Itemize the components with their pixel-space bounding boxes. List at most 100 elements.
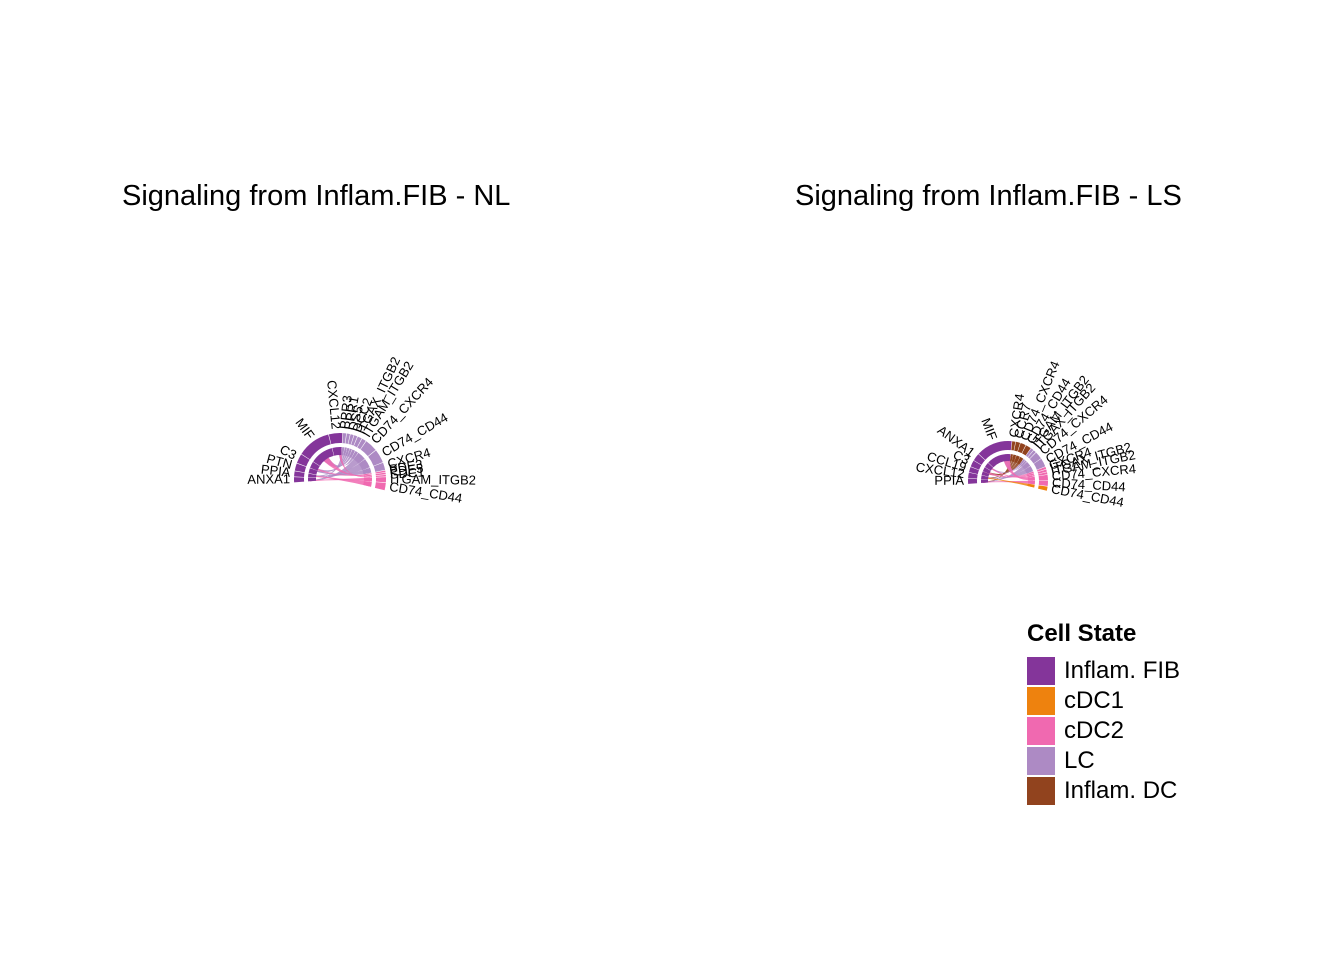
receptor-outer-sector [1037, 466, 1047, 472]
ligand-label: ANXA1 [247, 471, 290, 487]
receptor-inner-sector [363, 474, 372, 477]
receptor-label: PDE5 [389, 460, 425, 479]
ligand-inner-sector [981, 471, 990, 477]
ligand-inner-sector [988, 454, 1011, 468]
receptor-label: PDE3 [388, 456, 424, 477]
legend-item: LC [1027, 746, 1180, 776]
receptor-outer-sector [375, 474, 386, 478]
ligand-outer-sector [973, 454, 986, 465]
ligand-inner-sector [984, 462, 994, 471]
ligand-outer-sector [294, 477, 305, 483]
receptor-inner-sector [1010, 454, 1013, 462]
legend-label: cDC1 [1064, 687, 1125, 714]
ligand-label: PPIA [260, 462, 291, 480]
ligand-label: MIF [978, 416, 1000, 442]
receptor-outer-sector [342, 433, 347, 444]
receptor-outer-sector [357, 438, 366, 450]
ligand-inner-sector [332, 447, 342, 456]
legend-label: cDC2 [1064, 717, 1125, 744]
legend-item: Inflam. FIB [1027, 656, 1180, 686]
chord-link [984, 472, 1032, 478]
ligand-label: MIF [292, 415, 317, 442]
receptor-inner-sector [351, 450, 358, 460]
legend-swatch [1027, 717, 1055, 745]
ligand-outer-sector [294, 471, 305, 478]
receptor-outer-sector [1038, 474, 1048, 481]
receptor-outer-sector [1038, 480, 1048, 487]
panel-title-ls: Signaling from Inflam.FIB - LS [795, 180, 1182, 212]
receptor-label: DS5 [345, 404, 366, 432]
receptor-outer-sector [1029, 452, 1041, 464]
legend-title: Cell State [1027, 620, 1137, 647]
receptor-inner-sector [362, 467, 372, 475]
legend-swatch [1027, 747, 1055, 775]
receptor-label: CXCR4 [1006, 393, 1027, 439]
receptor-outer-sector [1038, 485, 1048, 491]
ligand-inner-sector [313, 448, 334, 466]
receptor-label: CD74_CD44 [1052, 475, 1126, 494]
ligand-outer-sector [294, 463, 307, 473]
ligand-label: CXCL12 [324, 379, 344, 429]
receptor-inner-sector [358, 459, 370, 471]
ligand-outer-sector [978, 441, 1012, 460]
receptor-outer-sector [1022, 445, 1031, 456]
receptor-label: PPR3 [337, 395, 355, 430]
ligand-outer-sector [968, 466, 979, 475]
ligand-inner-sector [308, 473, 317, 478]
ligand-inner-sector [981, 475, 989, 480]
panel-title-nl: Signaling from Inflam.FIB - NL [122, 180, 511, 212]
receptor-outer-sector [368, 450, 383, 466]
receptor-inner-sector [363, 476, 372, 478]
receptor-outer-sector [1038, 472, 1048, 476]
receptor-outer-sector [375, 472, 386, 476]
receptor-outer-sector [1011, 441, 1016, 451]
receptor-outer-sector [375, 477, 386, 483]
receptor-inner-sector [1027, 473, 1035, 477]
receptor-inner-sector [1027, 480, 1035, 485]
legend-label: LC [1064, 747, 1095, 774]
legend: Cell State Inflam. FIB cDC1 cDC2 LC Infl… [1027, 620, 1180, 806]
ligand-outer-sector [968, 478, 978, 484]
ligand-label: PPIA [934, 473, 964, 488]
ligand-inner-sector [307, 477, 317, 482]
receptor-inner-sector [1027, 476, 1035, 481]
receptor-inner-sector [1017, 456, 1024, 465]
ligand-label: C3 [277, 442, 299, 463]
ligand-outer-sector [301, 434, 331, 460]
receptor-inner-sector [345, 447, 350, 457]
legend-label: Inflam. FIB [1064, 657, 1181, 684]
receptor-label: SDC1 [389, 464, 425, 481]
chord-link [311, 468, 370, 476]
ligand-label: CXCL12 [915, 459, 966, 481]
receptor-outer-sector [1025, 448, 1034, 458]
receptor-inner-sector [1022, 461, 1031, 470]
legend-item: Inflam. DC [1027, 776, 1180, 806]
receptor-inner-sector [1026, 471, 1034, 475]
ligand-outer-sector [970, 460, 982, 470]
receptor-inner-sector [363, 481, 372, 487]
ligand-outer-sector [968, 472, 978, 479]
receptor-outer-sector [374, 482, 386, 491]
legend-item: cDC1 [1027, 686, 1180, 716]
receptor-outer-sector [373, 462, 386, 472]
receptor-outer-sector [1027, 450, 1036, 459]
receptor-inner-sector [1011, 454, 1017, 462]
receptor-outer-sector [353, 436, 362, 448]
receptor-inner-sector [363, 477, 372, 482]
legend-swatch [1027, 777, 1055, 805]
chord-link [983, 476, 1033, 488]
ligand-outer-sector [296, 454, 310, 467]
ligand-label: PTN [265, 451, 294, 472]
legend-swatch [1027, 657, 1055, 685]
legend-item: cDC2 [1027, 716, 1180, 746]
chord-link [983, 480, 1033, 485]
receptor-label: CD74_CXCR4 [1051, 461, 1137, 483]
receptor-inner-sector [343, 447, 347, 456]
receptor-inner-sector [1027, 483, 1035, 488]
legend-label: Inflam. DC [1064, 777, 1178, 804]
receptor-outer-sector [1033, 458, 1046, 470]
receptor-inner-sector [1019, 458, 1026, 466]
ligand-inner-sector [981, 479, 989, 483]
receptor-inner-sector [363, 473, 372, 476]
receptor-inner-sector [1014, 455, 1020, 464]
